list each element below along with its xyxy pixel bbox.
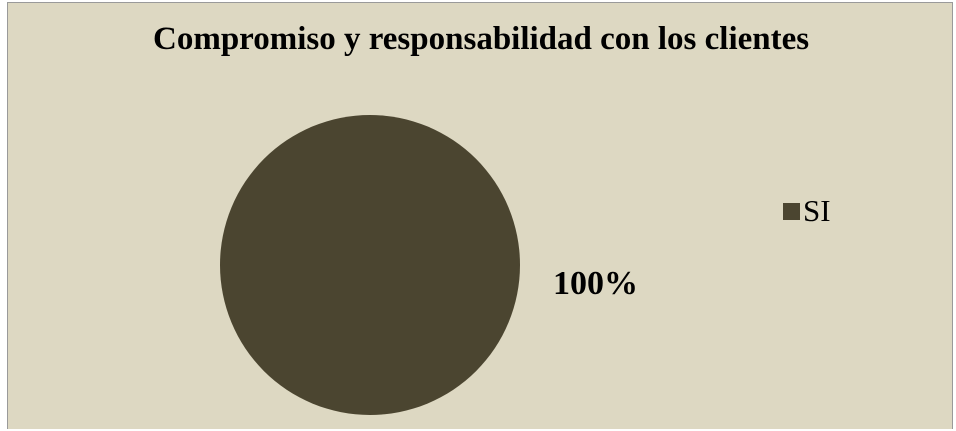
legend-swatch-si xyxy=(783,202,800,220)
pie-slices xyxy=(220,115,520,415)
legend: SI xyxy=(783,193,831,229)
chart-title: Compromiso y responsabilidad con los cli… xyxy=(153,21,810,57)
pie-slice-si xyxy=(220,115,520,415)
legend-label-si: SI xyxy=(803,193,831,228)
pie-plot xyxy=(220,115,520,415)
data-label-si: 100% xyxy=(553,265,638,302)
chart-frame: Compromiso y responsabilidad con los cli… xyxy=(7,2,953,429)
